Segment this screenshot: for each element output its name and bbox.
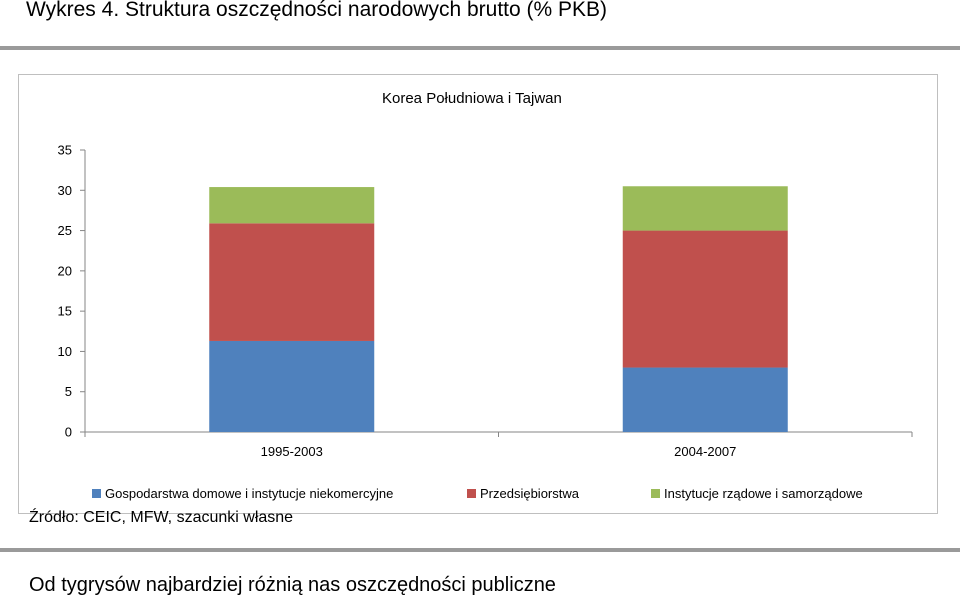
y-tick-label: 0 (65, 425, 72, 440)
legend-item-enterprises: Przedsiębiorstwa (467, 486, 579, 501)
legend-swatch-government (651, 489, 660, 498)
y-tick-label: 25 (58, 223, 72, 238)
legend-item-government: Instytucje rządowe i samorządowe (651, 486, 863, 501)
y-tick-label: 5 (65, 384, 72, 399)
slide-title: Wykres 4. Struktura oszczędności narodow… (26, 0, 608, 21)
source-note: Źródło: CEIC, MFW, szacunki własne (29, 509, 294, 526)
bar-segment-2-2004-2007 (622, 230, 788, 368)
legend-label-government: Instytucje rządowe i samorządowe (664, 486, 863, 501)
chart-title: Korea Południowa i Tajwan (382, 90, 562, 107)
bar-segment-3-2004-2007 (622, 186, 788, 231)
y-tick-label: 20 (58, 263, 72, 278)
legend-label-enterprises: Przedsiębiorstwa (480, 486, 579, 501)
x-tick-label: 1995-2003 (261, 444, 323, 459)
y-tick-label: 35 (58, 143, 72, 158)
legend-swatch-households (92, 489, 101, 498)
legend-item-households: Gospodarstwa domowe i instytucje niekome… (92, 486, 393, 501)
bar-segment-3-1995-2003 (209, 187, 375, 224)
bar-segment-2-1995-2003 (209, 223, 375, 341)
bar-segment-1-2004-2007 (622, 367, 788, 432)
chart-frame (18, 74, 938, 514)
bottom-divider (0, 548, 960, 552)
legend-label-households: Gospodarstwa domowe i instytucje niekome… (105, 486, 394, 501)
y-tick-label: 30 (58, 183, 72, 198)
top-divider (0, 46, 960, 50)
y-tick-label: 15 (58, 304, 72, 319)
chart-legend: Gospodarstwa domowe i instytucje niekome… (0, 486, 960, 502)
x-tick-label: 2004-2007 (674, 444, 736, 459)
footer-caption: Od tygrysów najbardziej różnią nas oszcz… (29, 574, 556, 596)
bar-segment-1-1995-2003 (209, 340, 375, 432)
y-tick-label: 10 (58, 344, 72, 359)
legend-swatch-enterprises (467, 489, 476, 498)
